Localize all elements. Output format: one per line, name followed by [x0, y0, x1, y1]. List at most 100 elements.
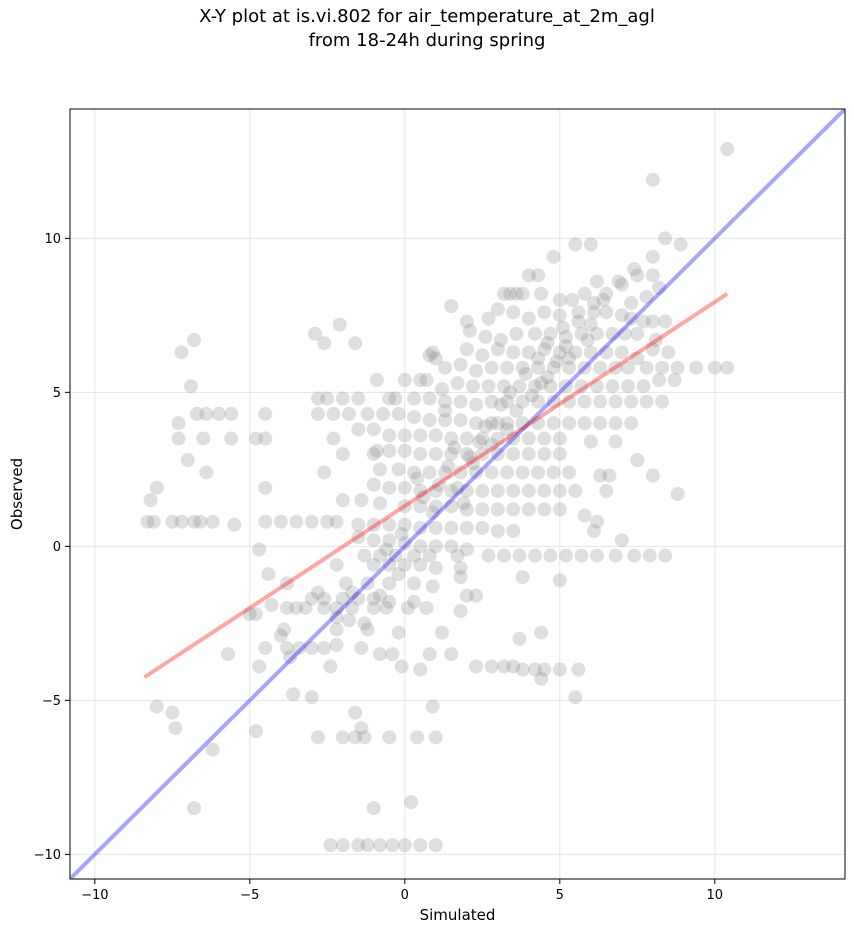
data-point [224, 406, 239, 421]
data-point [466, 379, 480, 394]
data-point [608, 416, 623, 431]
data-point [459, 446, 474, 461]
data-point [366, 477, 381, 492]
data-point [292, 641, 307, 655]
data-point [149, 699, 164, 714]
data-point [227, 517, 242, 532]
data-point [549, 354, 564, 369]
data-point [338, 576, 353, 591]
data-point [546, 465, 561, 480]
data-point [475, 431, 490, 446]
data-point [509, 286, 524, 301]
x-tick-label: 10 [707, 888, 724, 903]
data-point [317, 336, 332, 351]
data-point [559, 339, 573, 354]
data-point [534, 625, 549, 640]
data-point [311, 391, 325, 406]
data-point [506, 483, 521, 498]
data-point [428, 351, 443, 366]
data-point [515, 416, 530, 431]
data-point [689, 360, 704, 375]
data-point [348, 705, 363, 720]
x-tick-label: −10 [81, 888, 108, 903]
data-point [388, 548, 403, 563]
data-point [543, 326, 558, 341]
data-point [500, 360, 515, 375]
data-point [187, 514, 201, 529]
data-point [438, 394, 453, 409]
data-point [407, 391, 422, 406]
data-point [366, 591, 381, 606]
data-point [345, 600, 360, 615]
data-point [490, 342, 505, 357]
data-point [490, 446, 505, 461]
data-point [450, 376, 465, 391]
data-point [571, 314, 586, 329]
data-point [562, 416, 577, 431]
data-point [645, 172, 660, 187]
data-point [373, 647, 387, 662]
data-point [366, 600, 381, 615]
data-point [469, 588, 484, 603]
data-point [149, 480, 164, 495]
data-point [373, 588, 387, 603]
data-point [624, 394, 639, 409]
data-point [506, 502, 521, 517]
data-point [428, 499, 443, 514]
data-point [624, 296, 639, 311]
data-point [397, 428, 412, 443]
data-point [624, 416, 639, 431]
chart-title-line-1: X-Y plot at is.vi.802 for air_temperatur… [199, 6, 655, 27]
data-point [515, 394, 530, 409]
data-point [590, 548, 604, 563]
data-point [320, 391, 335, 406]
data-point [521, 431, 536, 446]
data-point [183, 379, 198, 394]
data-point [602, 468, 617, 483]
data-point [373, 496, 387, 511]
data-point [512, 548, 527, 563]
data-point [323, 838, 338, 853]
data-point [342, 406, 356, 421]
data-point [199, 406, 214, 421]
data-point [407, 410, 422, 424]
data-point [351, 517, 366, 532]
y-tick-label: 10 [44, 232, 61, 247]
data-point [577, 416, 592, 431]
data-point [528, 548, 542, 563]
data-point [484, 437, 499, 452]
data-point [435, 382, 449, 397]
data-point [707, 360, 722, 375]
data-point [345, 585, 360, 600]
data-point [146, 514, 161, 529]
data-point [562, 351, 577, 366]
data-point [382, 557, 397, 572]
data-point [484, 659, 499, 674]
data-point [521, 502, 536, 517]
data-point [444, 520, 459, 535]
data-point [537, 431, 552, 446]
data-point [311, 585, 325, 600]
data-point [537, 502, 552, 517]
data-point [493, 333, 508, 347]
data-point [636, 314, 651, 329]
data-point [425, 505, 440, 520]
data-point [373, 462, 387, 477]
data-point [472, 434, 487, 449]
data-point [506, 345, 521, 360]
data-point [382, 594, 397, 609]
data-point [252, 542, 267, 557]
data-point [642, 548, 657, 563]
regression-line [143, 292, 729, 679]
data-point [258, 431, 273, 446]
x-tick-label: 0 [401, 888, 409, 903]
data-point [537, 662, 552, 677]
data-point [422, 548, 437, 563]
data-point [605, 326, 620, 341]
data-point [382, 517, 397, 532]
data-point [360, 838, 375, 853]
data-point [509, 403, 524, 418]
data-point [286, 687, 301, 702]
data-point [500, 422, 515, 437]
data-point [574, 548, 589, 563]
